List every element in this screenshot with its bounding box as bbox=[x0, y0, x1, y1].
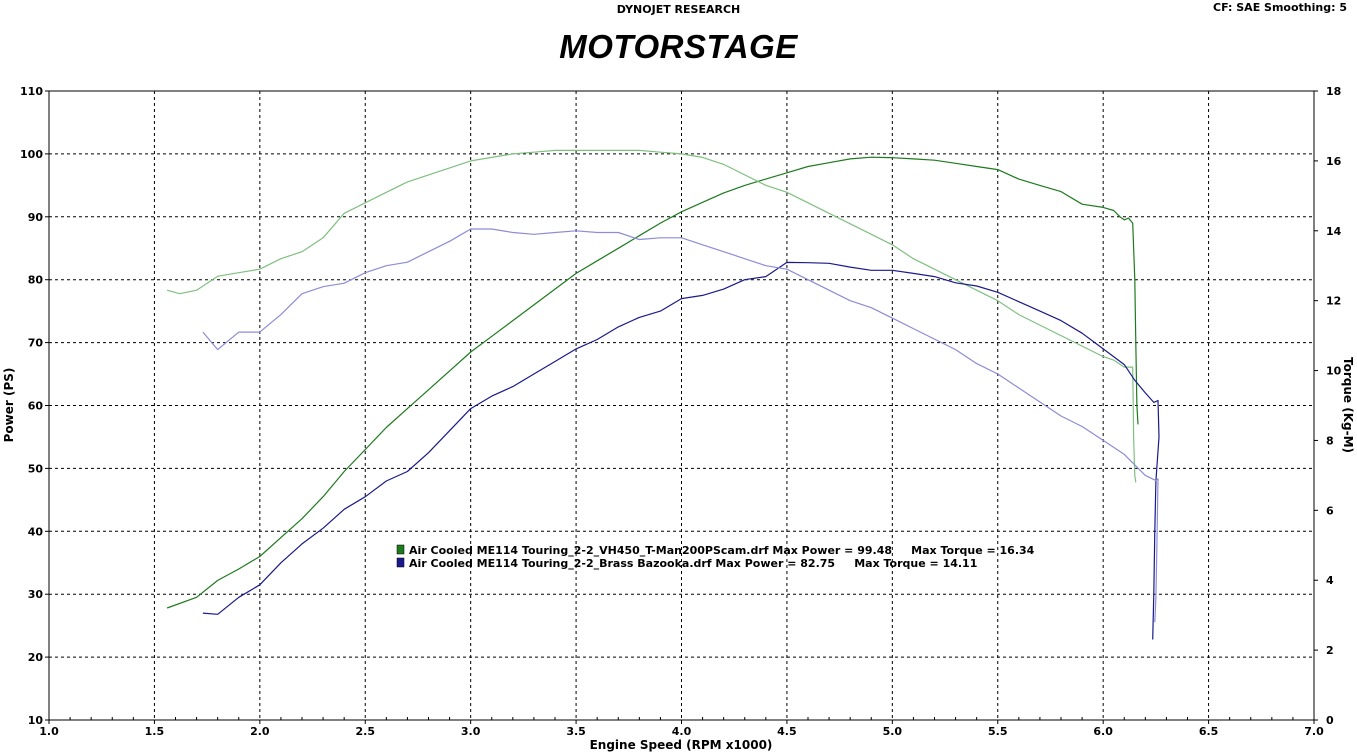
x-tick-label: 1.5 bbox=[145, 725, 165, 738]
grid-lines bbox=[49, 91, 1314, 720]
x-tick-label: 1.0 bbox=[39, 725, 59, 738]
legend-entry-run1: Air Cooled ME114 Touring_2-2_VH450_T-Man… bbox=[409, 544, 1035, 557]
y-right-tick-label: 18 bbox=[1326, 85, 1341, 98]
y-left-tick-label: 100 bbox=[20, 148, 43, 161]
y-right-tick-label: 4 bbox=[1326, 574, 1334, 587]
correction-settings: CF: SAE Smoothing: 5 bbox=[1213, 1, 1347, 14]
x-tick-label: 2.0 bbox=[250, 725, 270, 738]
y-right-axis-title: Torque (Kg-M) bbox=[1341, 357, 1355, 453]
x-tick-label: 5.5 bbox=[988, 725, 1008, 738]
x-tick-label: 5.0 bbox=[883, 725, 903, 738]
chart-title: MOTORSTAGE bbox=[559, 28, 798, 65]
y-left-tick-label: 60 bbox=[28, 400, 44, 413]
y-left-axis-title: Power (PS) bbox=[2, 368, 16, 443]
y-right-tick-label: 10 bbox=[1326, 365, 1342, 378]
series-line-torque-run2 bbox=[202, 228, 1159, 623]
x-tick-label: 7.0 bbox=[1304, 725, 1324, 738]
series-line-power-run1 bbox=[166, 156, 1139, 609]
y-right-tick-label: 14 bbox=[1326, 225, 1342, 238]
y-left-tick-label: 70 bbox=[28, 337, 44, 350]
y-left-tick-label: 40 bbox=[28, 525, 44, 538]
x-tick-label: 6.0 bbox=[1093, 725, 1113, 738]
y-right-tick-label: 8 bbox=[1326, 434, 1334, 447]
y-left-tick-label: 10 bbox=[28, 714, 44, 727]
x-axis-title: Engine Speed (RPM x1000) bbox=[590, 738, 773, 752]
x-tick-label: 4.5 bbox=[777, 725, 797, 738]
x-tick-label: 6.5 bbox=[1199, 725, 1219, 738]
y-left-tick-label: 90 bbox=[28, 211, 44, 224]
y-right-axis-ticks: 0 2 4 6 8 10 12 14 16 18 bbox=[1314, 85, 1342, 727]
series-line-power-run2 bbox=[202, 261, 1160, 640]
x-axis-ticks: 1.0 1.5 2.0 2.5 3.0 3.5 4.0 4.5 5.0 5.5 6.0 6.5 7.0 bbox=[39, 717, 1324, 738]
y-right-tick-label: 12 bbox=[1326, 295, 1341, 308]
x-tick-label: 3.5 bbox=[566, 725, 586, 738]
y-left-tick-label: 30 bbox=[28, 588, 44, 601]
y-right-tick-label: 0 bbox=[1326, 714, 1334, 727]
y-left-tick-label: 80 bbox=[28, 274, 44, 287]
series-lines bbox=[166, 149, 1160, 640]
y-right-tick-label: 16 bbox=[1326, 155, 1342, 168]
x-tick-label: 4.0 bbox=[672, 725, 692, 738]
y-left-tick-label: 50 bbox=[28, 462, 44, 475]
y-left-tick-label: 110 bbox=[20, 85, 43, 98]
legend: Air Cooled ME114 Touring_2-2_VH450_T-Man… bbox=[396, 544, 1035, 570]
company-name: DYNOJET RESEARCH bbox=[616, 3, 741, 16]
y-left-axis-ticks: 10 20 30 40 50 60 70 80 90 100 110 bbox=[20, 85, 49, 727]
x-tick-label: 3.0 bbox=[461, 725, 481, 738]
x-tick-label: 2.5 bbox=[356, 725, 376, 738]
legend-entry-run2: Air Cooled ME114 Touring_2-2_Brass Bazoo… bbox=[409, 557, 977, 570]
legend-swatch-run2 bbox=[396, 557, 405, 568]
y-left-tick-label: 20 bbox=[28, 651, 44, 664]
y-right-tick-label: 6 bbox=[1326, 504, 1334, 517]
y-right-tick-label: 2 bbox=[1326, 644, 1334, 657]
legend-swatch-run1 bbox=[396, 544, 405, 555]
series-line-torque-run1 bbox=[166, 149, 1137, 483]
